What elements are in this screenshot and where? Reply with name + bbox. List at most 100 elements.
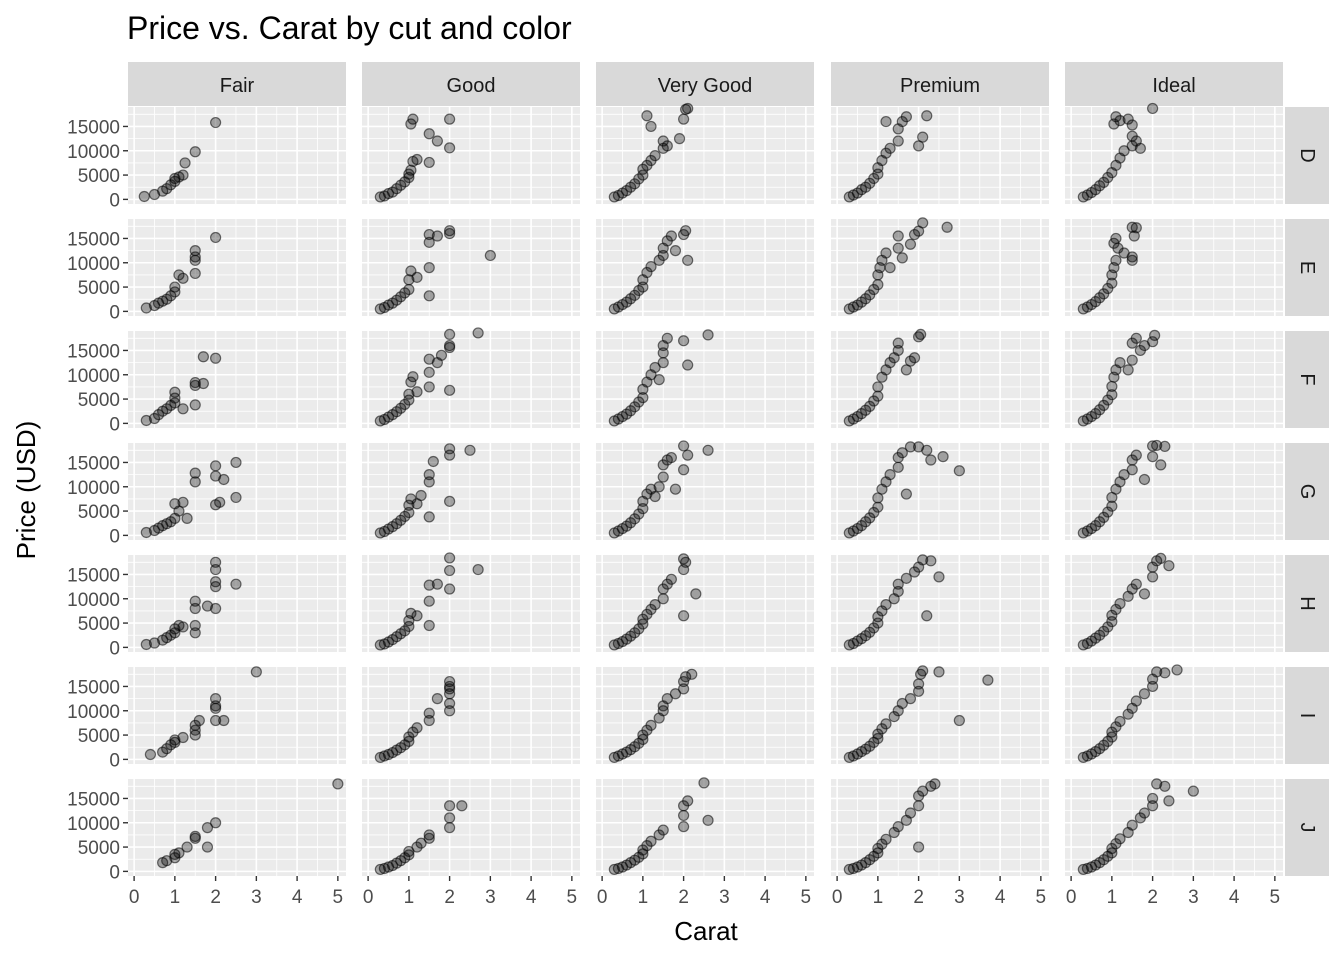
data-point (444, 495, 456, 507)
data-point (201, 600, 214, 612)
x-tick-label: 2 (210, 887, 221, 908)
data-point (1102, 506, 1114, 518)
data-point (921, 610, 933, 622)
data-point (1122, 364, 1134, 376)
panel-ideal-i (1065, 664, 1283, 764)
panel-good-i (362, 667, 580, 764)
data-point (423, 619, 435, 632)
data-point (1163, 795, 1175, 807)
panel-very-good-h (596, 553, 814, 652)
data-point (189, 830, 201, 842)
data-point (1130, 578, 1142, 590)
data-point (210, 460, 222, 472)
data-point (189, 267, 201, 280)
data-point (1114, 115, 1126, 127)
data-point (201, 822, 214, 834)
data-point (657, 593, 669, 605)
data-point (405, 607, 417, 619)
panel-very-good-f (596, 329, 814, 428)
data-point (189, 146, 201, 158)
data-point (855, 520, 868, 532)
data-point (1106, 380, 1118, 393)
data-point (423, 829, 435, 841)
data-point (678, 553, 690, 565)
data-point (423, 595, 435, 607)
data-point (702, 444, 714, 456)
y-tick-label: 10000 (67, 702, 120, 723)
data-point (915, 328, 927, 341)
panel-background (362, 779, 580, 876)
y-tick-label: 5000 (78, 614, 120, 635)
data-point (138, 190, 150, 203)
data-point (1114, 833, 1126, 845)
data-point (395, 402, 407, 414)
data-point (403, 499, 415, 511)
data-point (415, 489, 427, 502)
data-point (929, 778, 941, 790)
data-point (682, 795, 694, 807)
facet-strip-d (1285, 107, 1329, 204)
data-point (1110, 232, 1122, 245)
data-point (880, 718, 892, 730)
data-point (1151, 439, 1163, 452)
data-point (210, 693, 222, 705)
facet-strip-label: Ideal (1152, 75, 1195, 97)
data-point (423, 707, 435, 719)
data-point (189, 595, 201, 607)
panel-good-g (362, 443, 580, 540)
data-point (1106, 277, 1118, 289)
data-point (900, 111, 912, 123)
data-point (415, 837, 427, 849)
y-tick-label: 0 (109, 526, 120, 547)
panel-background (128, 443, 346, 540)
data-point (431, 578, 443, 590)
data-point (444, 384, 456, 396)
panel-background (1065, 331, 1283, 428)
data-point (876, 605, 888, 617)
panel-good-e (362, 219, 580, 316)
data-point (431, 693, 443, 705)
data-point (140, 526, 152, 539)
data-point (484, 249, 496, 262)
data-point (210, 231, 222, 244)
data-point (444, 552, 456, 564)
data-point (1094, 629, 1106, 641)
data-point (431, 135, 443, 147)
data-point (678, 440, 690, 452)
panel-ideal-d (1065, 102, 1283, 204)
x-tick-label: 3 (251, 887, 262, 908)
data-point (411, 271, 423, 283)
panel-premium-h (831, 554, 1049, 652)
data-point (456, 800, 468, 812)
data-point (917, 554, 929, 566)
facet-strip-h (1285, 555, 1329, 652)
facet-strip-f (1285, 331, 1329, 428)
data-point (953, 465, 965, 477)
panel-background (596, 667, 814, 764)
facet-strip-good (362, 62, 580, 106)
y-tick-label: 10000 (67, 366, 120, 387)
facet-strip-label: E (1296, 261, 1318, 274)
x-tick-label: 4 (526, 887, 537, 908)
data-point (472, 563, 484, 576)
data-point (641, 110, 653, 122)
data-point (169, 392, 181, 404)
panel-background (831, 555, 1049, 652)
data-point (937, 451, 949, 463)
data-point (872, 611, 884, 623)
y-tick-label: 15000 (67, 453, 120, 474)
data-point (431, 230, 443, 242)
data-point (1077, 863, 1089, 876)
data-point (1106, 500, 1118, 512)
data-point (678, 335, 690, 347)
data-point (1122, 708, 1134, 720)
data-point (189, 476, 201, 488)
facet-strip-very-good (596, 62, 814, 106)
data-point (933, 571, 945, 583)
data-point (864, 740, 876, 752)
data-point (210, 556, 222, 568)
data-point (444, 225, 456, 237)
data-point (913, 678, 925, 690)
panel-background (362, 555, 580, 652)
data-point (1130, 222, 1142, 234)
